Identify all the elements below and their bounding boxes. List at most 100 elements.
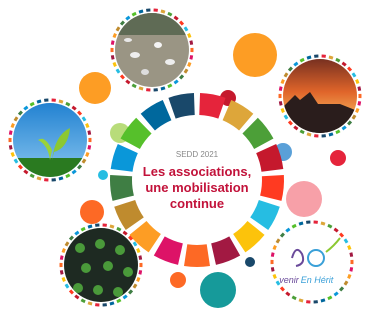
photo-border-segment <box>348 246 350 250</box>
photo-border-segment <box>72 107 75 110</box>
sdg-ring-segment <box>172 104 194 108</box>
photo-border-segment <box>15 117 17 121</box>
photo-border-segment <box>300 131 304 133</box>
logo-text: venir <box>279 275 300 285</box>
photo-border-segment <box>299 223 303 224</box>
photo-border-segment <box>70 290 73 293</box>
photo-border-segment <box>37 101 41 102</box>
photo-border-segment <box>19 165 22 168</box>
photo-border-segment <box>351 267 352 271</box>
photo-border-segment <box>112 41 113 45</box>
sdg-ring-segment <box>214 246 235 254</box>
photo-border-segment <box>59 178 63 179</box>
photo-border-segment <box>72 171 75 174</box>
photo-border-segment <box>188 62 190 66</box>
photo-border-segment <box>132 13 136 15</box>
photo-border-segment <box>274 274 276 278</box>
logo-text: En Hérit <box>301 275 334 285</box>
sdg-ring-segment <box>239 228 256 243</box>
photo-border-segment <box>336 59 340 61</box>
photo-border-segment <box>340 234 343 237</box>
photo-border-segment <box>129 290 132 293</box>
photo-border-segment <box>280 101 281 105</box>
photo-border-segment <box>289 121 292 124</box>
photo-border-segment <box>286 229 289 232</box>
photo-border-segment <box>139 88 143 89</box>
photo-border-segment <box>63 277 65 281</box>
photo-border-segment <box>356 108 358 112</box>
photo-border-segment <box>75 232 78 235</box>
sdg-ring-segment <box>186 255 209 256</box>
photo-border-segment <box>282 108 284 112</box>
photo-border-segment <box>66 242 68 246</box>
photo-border-segment <box>121 22 124 25</box>
photo-border-segment <box>10 145 11 149</box>
photo-border-segment <box>285 115 287 119</box>
photo-border-segment <box>294 127 297 130</box>
title-line: une mobilisation <box>145 180 248 195</box>
photo-border-segment <box>123 232 126 235</box>
photo-border-segment <box>78 165 81 168</box>
sdg-ring-segment <box>266 149 272 171</box>
photo-border-segment <box>114 34 116 38</box>
photo-border-segment <box>126 81 129 84</box>
photo-border-segment <box>359 87 360 91</box>
photo-border-segment <box>132 85 136 87</box>
photo-border-segment <box>289 68 292 71</box>
photo-border-segment <box>353 73 355 77</box>
photo-border-segment <box>277 281 279 285</box>
photo-border-segment <box>61 270 62 274</box>
photo-border-segment <box>24 171 27 174</box>
photo-border-segment <box>185 27 187 31</box>
photo-border-segment <box>168 85 172 87</box>
photo-border-segment <box>353 115 355 119</box>
photo-border-segment <box>12 124 14 128</box>
photo-border-segment <box>348 68 351 71</box>
photo-border-segment <box>30 103 34 105</box>
photo-border-segment <box>281 287 284 290</box>
photo-border-segment <box>66 284 68 288</box>
photo-border-segment <box>112 55 113 59</box>
photo-border-segment <box>336 131 340 133</box>
sdg-ring-segment <box>130 126 144 144</box>
logo-background <box>274 224 350 300</box>
photo-border-segment <box>126 17 129 20</box>
sdg-ring-segment <box>159 246 180 254</box>
photo-border-segment <box>282 80 284 84</box>
photo-border-segment <box>321 223 325 224</box>
photo-border-segment <box>307 134 311 135</box>
sdg-ring-segment <box>121 176 123 199</box>
photo-border-segment <box>81 228 85 230</box>
kicker: SEDD 2021 <box>176 150 219 159</box>
photo-border-segment <box>188 34 190 38</box>
photo-border-segment <box>15 159 17 163</box>
photo-border-segment <box>66 175 70 177</box>
sdg-ring-segment <box>200 104 222 108</box>
photo-border-segment <box>174 17 177 20</box>
photo-border-segment <box>10 131 11 135</box>
photo-border-segment <box>78 112 81 115</box>
photo-border-segment <box>89 131 90 135</box>
sdg-ring-segment <box>250 126 264 144</box>
photo-border-segment <box>81 300 85 302</box>
photo-border-segment <box>83 117 85 121</box>
photo-border-segment <box>329 57 333 58</box>
photo-border-segment <box>137 249 139 253</box>
photo-border-segment <box>88 226 92 227</box>
photo-border-segment <box>66 103 70 105</box>
photo-border-segment <box>340 287 343 290</box>
photo-border-segment <box>334 293 337 296</box>
photo-border-segment <box>307 57 311 58</box>
photo-border-segment <box>180 75 183 78</box>
photo-border-segment <box>329 134 333 135</box>
photo-border-segment <box>123 296 126 299</box>
photo-border-segment <box>37 178 41 179</box>
title-line: Les associations, <box>143 164 251 179</box>
photo-border-segment <box>19 112 22 115</box>
photo-border-segment <box>114 62 116 66</box>
photo-border-segment <box>359 101 360 105</box>
sdg-ring-segment <box>138 228 155 243</box>
photo-border-segment <box>299 300 303 301</box>
photo-border-segment <box>277 239 279 243</box>
photo-border-segment <box>121 75 124 78</box>
